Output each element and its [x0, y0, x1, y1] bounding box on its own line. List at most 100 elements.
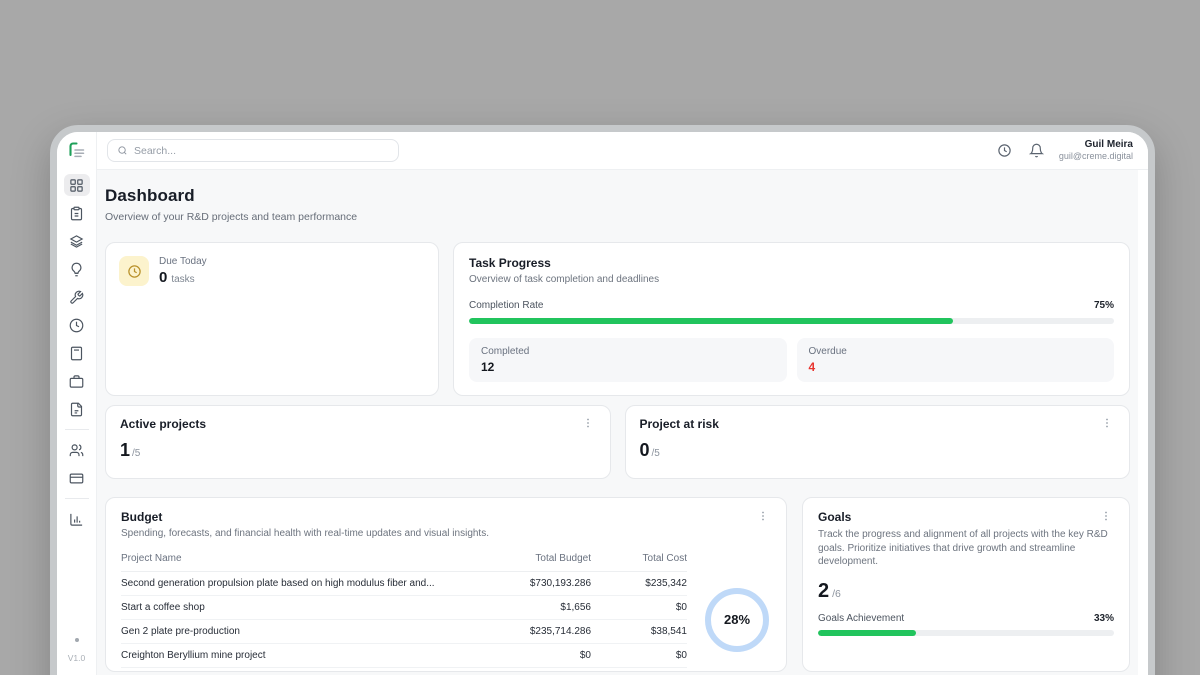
- completed-label: Completed: [481, 346, 530, 357]
- kebab-menu-icon[interactable]: [580, 417, 596, 431]
- search-input[interactable]: [134, 144, 389, 157]
- budget-table-row[interactable]: Second generation propulsion plate based…: [121, 572, 687, 596]
- project-at-risk-value: 0: [639, 440, 650, 460]
- stat-cards-row: Active projects 1 /5 Project at risk: [105, 405, 1130, 479]
- document-icon: [69, 402, 84, 417]
- active-projects-title: Active projects: [120, 417, 207, 431]
- goals-achievement-value: 33%: [1093, 612, 1114, 624]
- column-total-budget: Total Budget: [535, 553, 591, 564]
- active-projects-card: Active projects 1 /5: [105, 405, 611, 479]
- goals-title: Goals: [818, 510, 852, 524]
- wrench-icon: [69, 290, 84, 305]
- search-icon: [118, 146, 127, 155]
- sidebar-item-billing[interactable]: [64, 467, 90, 489]
- total-budget-cell[interactable]: $1,656: [560, 602, 591, 613]
- project-name-cell: Gen 2 plate pre-production: [121, 626, 240, 637]
- dashboard-content: Dashboard Overview of your R&D projects …: [97, 170, 1138, 675]
- sidebar-item-tasks[interactable]: [64, 202, 90, 224]
- sidebar-item-portfolio[interactable]: [64, 370, 90, 392]
- project-at-risk-card: Project at risk 0 /5: [624, 405, 1130, 479]
- kebab-menu-icon[interactable]: [1098, 510, 1114, 524]
- clock-icon: [69, 318, 84, 333]
- total-budget-cell[interactable]: $235,714.286: [529, 626, 591, 637]
- sidebar-item-analytics[interactable]: [64, 508, 90, 530]
- more-projects-link[interactable]: +1 more projects: [121, 668, 687, 671]
- sidebar-item-projects[interactable]: [64, 230, 90, 252]
- search-box[interactable]: [107, 139, 399, 162]
- app-logo-icon: [67, 141, 87, 163]
- goals-total: /6: [832, 587, 841, 600]
- user-email: guil@creme.digital: [1058, 151, 1133, 162]
- sidebar: V1.0: [57, 132, 97, 675]
- goals-achievement-label: Goals Achievement: [818, 612, 905, 624]
- sidebar-item-dashboard[interactable]: [63, 174, 90, 196]
- goals-card: Goals Track the progress and alignment o…: [802, 497, 1130, 672]
- version-label: V1.0: [67, 653, 86, 663]
- briefcase-icon: [69, 374, 84, 389]
- layers-icon: [69, 234, 84, 249]
- sidebar-item-time[interactable]: [64, 314, 90, 336]
- total-budget-cell[interactable]: $730,193.286: [529, 578, 591, 589]
- due-today-unit: tasks: [171, 274, 195, 285]
- user-menu[interactable]: Guil Meira guil@creme.digital: [1059, 139, 1133, 163]
- budget-table-row[interactable]: Creighton Beryllium mine project $0 $0: [121, 644, 687, 668]
- credit-card-icon: [69, 471, 84, 486]
- total-cost-cell[interactable]: $0: [675, 650, 687, 661]
- budget-heading: Budget Spending, forecasts, and financia…: [121, 510, 489, 539]
- sidebar-item-ideas[interactable]: [64, 258, 90, 280]
- sidebar-divider: [64, 429, 89, 430]
- page-title: Dashboard: [105, 186, 195, 205]
- kebab-menu-icon[interactable]: [1099, 417, 1115, 431]
- task-progress-card: Task Progress Overview of task completio…: [453, 242, 1130, 396]
- overdue-label: Overdue: [808, 346, 847, 357]
- overdue-value: 4: [808, 360, 816, 374]
- total-cost-cell[interactable]: $38,541: [650, 626, 687, 637]
- bottom-cards-row: Budget Spending, forecasts, and financia…: [105, 497, 1130, 672]
- completed-value: 12: [481, 360, 495, 374]
- sidebar-item-calculator[interactable]: [64, 342, 90, 364]
- dashboard-grid-icon: [69, 178, 84, 193]
- top-cards-row: Due Today 0 tasks Task Progress Overview…: [105, 242, 1130, 396]
- budget-donut-value: 28%: [723, 612, 751, 627]
- due-today-clock-icon: [119, 256, 149, 286]
- goals-progress-fill: [818, 629, 916, 636]
- budget-card: Budget Spending, forecasts, and financia…: [105, 497, 787, 672]
- due-today-card: Due Today 0 tasks: [105, 242, 439, 396]
- budget-table-row[interactable]: Start a coffee shop $1,656 $0: [121, 596, 687, 620]
- completion-progress-fill: [469, 318, 953, 324]
- project-name-cell: Creighton Beryllium mine project: [121, 650, 266, 661]
- clock-icon: [998, 143, 1011, 157]
- due-today-label: Due Today: [159, 256, 207, 267]
- app-window: V1.0 Guil Meira: [50, 125, 1155, 675]
- goals-subtitle: Track the progress and alignment of all …: [818, 529, 1108, 567]
- total-budget-cell[interactable]: $0: [579, 650, 591, 661]
- sidebar-item-tools[interactable]: [64, 286, 90, 308]
- column-total-cost: Total Cost: [642, 553, 687, 564]
- topbar: Guil Meira guil@creme.digital: [97, 132, 1148, 170]
- project-name-cell: Start a coffee shop: [121, 602, 205, 613]
- user-name: Guil Meira: [1084, 138, 1133, 150]
- kebab-menu-icon[interactable]: [755, 510, 771, 524]
- due-today-value: 0: [159, 269, 168, 286]
- notifications-button[interactable]: [1028, 143, 1045, 159]
- completion-rate-value: 75%: [1093, 300, 1114, 311]
- sidebar-item-documents[interactable]: [64, 398, 90, 420]
- sidebar-divider: [64, 498, 89, 499]
- completion-rate-label: Completion Rate: [469, 300, 544, 311]
- budget-table-row[interactable]: Gen 2 plate pre-production $235,714.286 …: [121, 620, 687, 644]
- project-name-cell: Second generation propulsion plate based…: [121, 578, 435, 589]
- sidebar-item-team[interactable]: [64, 439, 90, 461]
- budget-donut-chart: 28%: [705, 587, 769, 652]
- completed-stat-box: Completed 12: [469, 338, 787, 382]
- total-cost-cell[interactable]: $0: [675, 602, 687, 613]
- main-area: Guil Meira guil@creme.digital Dashboard …: [97, 132, 1148, 675]
- overdue-stat-box: Overdue 4: [796, 338, 1114, 382]
- history-clock-button[interactable]: [997, 143, 1013, 159]
- sidebar-status-dot: [74, 638, 79, 642]
- goals-value: 2: [818, 579, 830, 602]
- completion-progress-track: [469, 318, 1114, 324]
- calculator-icon: [69, 346, 84, 361]
- total-cost-cell[interactable]: $235,342: [645, 578, 687, 589]
- budget-table: Project Name Total Budget Total Cost Sec…: [121, 548, 687, 671]
- active-projects-total: /5: [132, 448, 141, 459]
